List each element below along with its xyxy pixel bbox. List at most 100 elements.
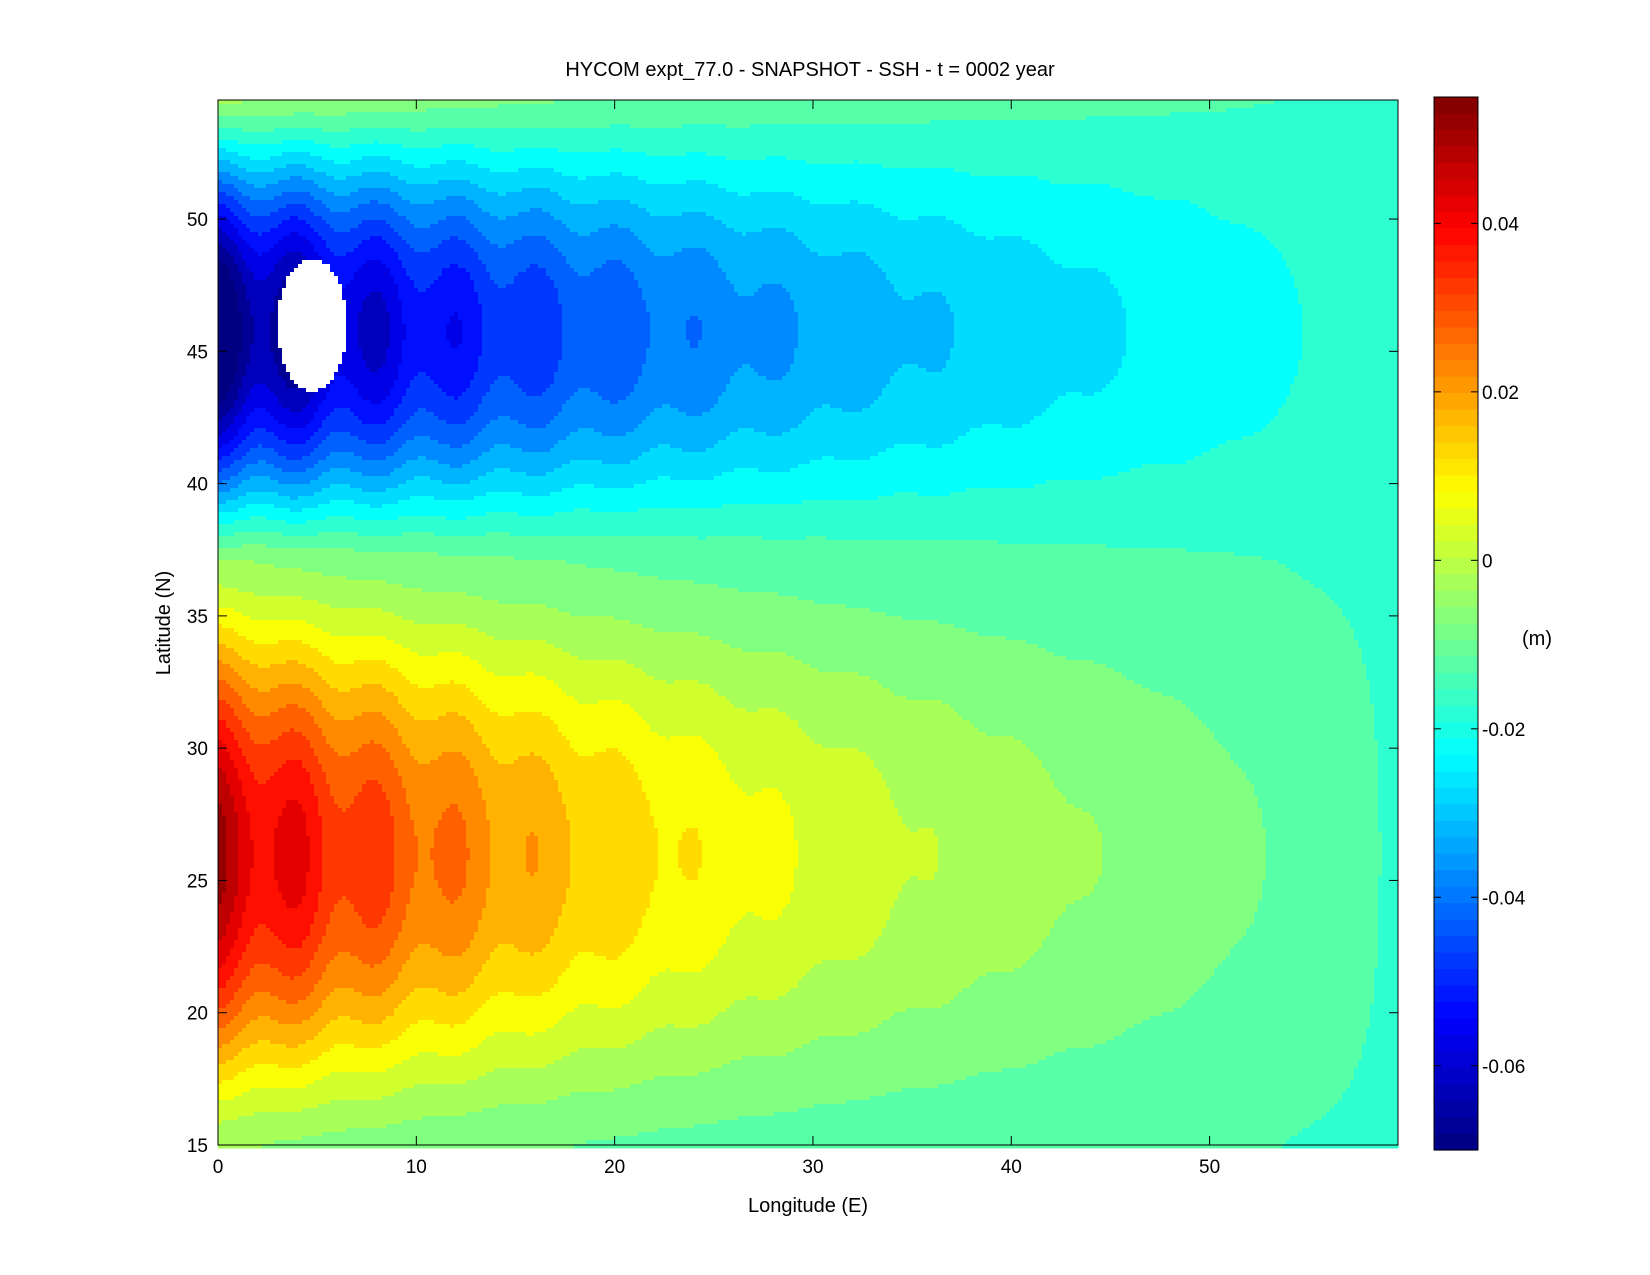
field-cell <box>1318 104 1323 109</box>
field-cell <box>674 112 679 117</box>
field-cell <box>234 104 239 109</box>
field-cell <box>1026 108 1031 113</box>
field-cell <box>1378 100 1383 105</box>
field-cell <box>966 108 971 113</box>
field-cell <box>546 116 551 121</box>
field-cell <box>338 108 343 113</box>
field-cell <box>922 120 927 125</box>
field-cell <box>1334 104 1339 109</box>
field-cell <box>762 100 767 105</box>
field-cell <box>494 120 499 125</box>
field-cell <box>918 116 923 121</box>
field-cell <box>834 112 839 117</box>
field-cell <box>622 116 627 121</box>
field-cell <box>942 124 947 129</box>
field-cell <box>658 120 663 125</box>
field-cell <box>446 116 451 121</box>
field-cell <box>582 104 587 109</box>
field-cell <box>826 100 831 105</box>
field-cell <box>378 120 383 125</box>
field-cell <box>1218 104 1223 109</box>
field-cell <box>406 108 411 113</box>
field-cell <box>1078 120 1083 125</box>
field-cell <box>338 120 343 125</box>
field-cell <box>414 120 419 125</box>
field-cell <box>1102 104 1107 109</box>
field-cell <box>1254 112 1259 117</box>
field-cell <box>1134 120 1139 125</box>
field-cell <box>1366 104 1371 109</box>
field-cell <box>1154 116 1159 121</box>
field-cell <box>314 100 319 105</box>
field-cell <box>418 108 423 113</box>
field-cell <box>574 116 579 121</box>
field-cell <box>1130 120 1135 125</box>
field-cell <box>578 104 583 109</box>
field-cell <box>1190 108 1195 113</box>
field-cell <box>1246 112 1251 117</box>
field-cell <box>394 100 399 105</box>
field-cell <box>338 112 343 117</box>
field-cell <box>1266 120 1271 125</box>
field-cell <box>718 120 723 125</box>
field-cell <box>1114 108 1119 113</box>
field-cell <box>670 116 675 121</box>
field-cell <box>266 120 271 125</box>
field-cell <box>894 108 899 113</box>
field-cell <box>534 112 539 117</box>
field-cell <box>1314 120 1319 125</box>
field-cell <box>670 100 675 105</box>
field-cell <box>830 112 835 117</box>
field-cell <box>274 100 279 105</box>
field-cell <box>746 124 751 129</box>
field-cell <box>1254 100 1259 105</box>
field-cell <box>854 112 859 117</box>
field-cell <box>1170 104 1175 109</box>
field-cell <box>266 112 271 117</box>
field-cell <box>994 112 999 117</box>
field-cell <box>1134 112 1139 117</box>
field-cell <box>222 120 227 125</box>
field-cell <box>970 120 975 125</box>
field-cell <box>1354 112 1359 117</box>
field-cell <box>1166 104 1171 109</box>
field-cell <box>830 124 835 129</box>
field-cell <box>1170 112 1175 117</box>
field-cell <box>986 124 991 129</box>
field-cell <box>690 108 695 113</box>
field-cell <box>922 100 927 105</box>
field-cell <box>558 100 563 105</box>
field-cell <box>434 108 439 113</box>
field-cell <box>782 116 787 121</box>
field-cell <box>882 104 887 109</box>
field-cell <box>874 104 879 109</box>
field-cell <box>950 124 955 129</box>
field-cell <box>1294 112 1299 117</box>
field-cell <box>606 108 611 113</box>
field-cell <box>1378 112 1383 117</box>
field-cell <box>1102 100 1107 105</box>
field-cell <box>394 116 399 121</box>
field-cell <box>374 124 379 129</box>
field-cell <box>1098 100 1103 105</box>
field-cell <box>1090 104 1095 109</box>
field-cell <box>990 124 995 129</box>
field-cell <box>1094 112 1099 117</box>
field-cell <box>758 104 763 109</box>
field-cell <box>1366 100 1371 105</box>
field-cell <box>794 112 799 117</box>
field-cell <box>418 116 423 121</box>
field-cell <box>906 108 911 113</box>
field-cell <box>350 104 355 109</box>
field-cell <box>946 112 951 117</box>
field-cell <box>530 116 535 121</box>
field-cell <box>774 108 779 113</box>
field-cell <box>518 116 523 121</box>
field-cell <box>750 108 755 113</box>
field-cell <box>726 104 731 109</box>
field-cell <box>954 112 959 117</box>
field-cell <box>1334 112 1339 117</box>
field-cell <box>1178 120 1183 125</box>
field-cell <box>1334 100 1339 105</box>
field-cell <box>1202 116 1207 121</box>
